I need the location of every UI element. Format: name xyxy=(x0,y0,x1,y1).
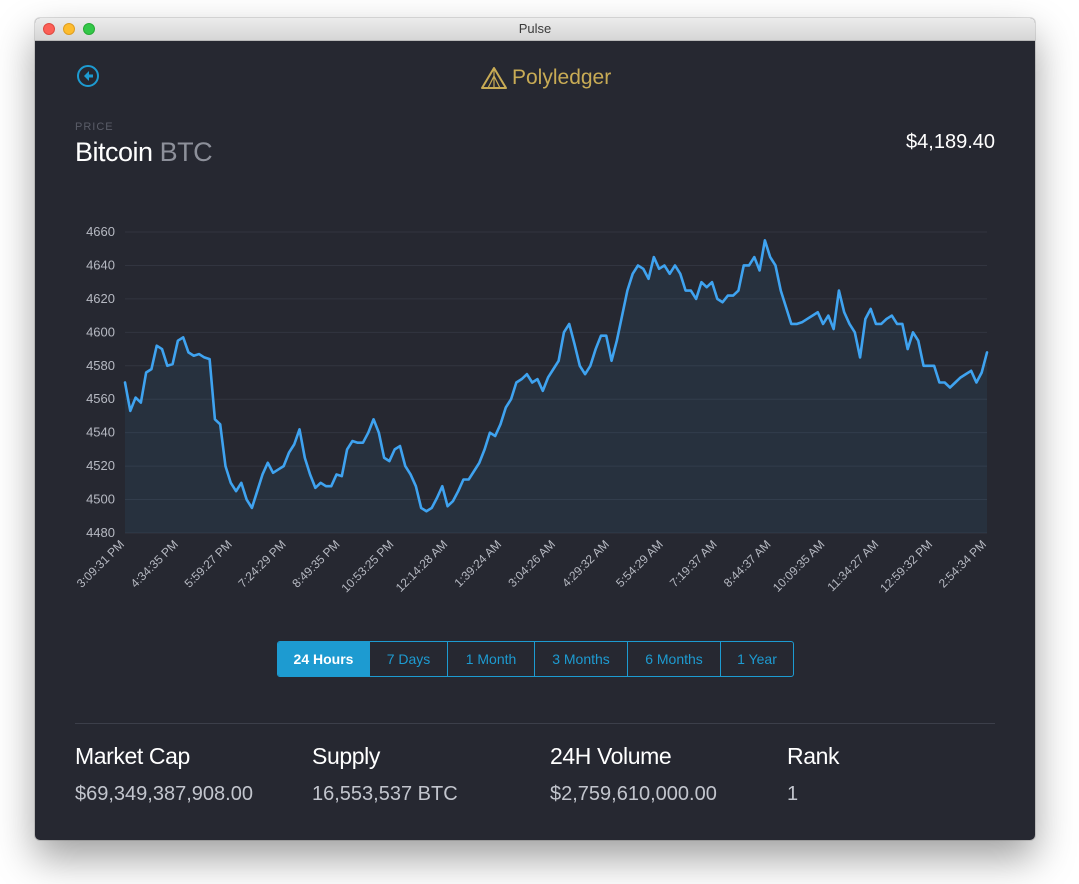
price-area xyxy=(125,240,987,534)
zoom-window-button[interactable] xyxy=(83,23,95,35)
x-tick-label: 7:19:37 AM xyxy=(667,537,720,590)
price-label: PRICE xyxy=(75,121,114,133)
range-button-6-months[interactable]: 6 Months xyxy=(627,642,720,676)
y-tick-label: 4660 xyxy=(86,224,115,239)
y-tick-label: 4640 xyxy=(86,257,115,272)
range-button-7-days[interactable]: 7 Days xyxy=(369,642,447,676)
time-range-selector: 24 Hours 7 Days 1 Month 3 Months 6 Month… xyxy=(277,641,794,677)
stat-24h-volume: 24H Volume $2,759,610,000.00 xyxy=(550,743,717,806)
y-tick-label: 4540 xyxy=(86,425,115,440)
price-line xyxy=(123,239,989,513)
x-tick-label: 10:09:35 AM xyxy=(770,537,828,595)
x-tick-label: 8:44:37 AM xyxy=(721,537,774,590)
range-button-1-year[interactable]: 1 Year xyxy=(720,642,793,676)
coin-name: Bitcoin xyxy=(75,137,153,167)
x-tick-label: 1:39:24 AM xyxy=(451,537,504,590)
y-tick-label: 4480 xyxy=(86,525,115,540)
x-tick-label: 3:04:26 AM xyxy=(505,537,558,590)
y-tick-label: 4520 xyxy=(86,458,115,473)
stat-label: Market Cap xyxy=(75,743,190,769)
stat-label: Supply xyxy=(312,743,380,769)
coin-title: Bitcoin BTC xyxy=(75,137,213,168)
stat-value: $2,759,610,000.00 xyxy=(550,783,717,805)
x-tick-label: 4:34:35 PM xyxy=(128,537,181,590)
x-tick-label: 10:53:25 PM xyxy=(338,537,396,595)
section-divider xyxy=(75,723,995,724)
stat-market-cap: Market Cap $69,349,387,908.00 xyxy=(75,743,253,806)
title-bar: Pulse xyxy=(35,18,1035,41)
x-tick-label: 12:14:28 AM xyxy=(393,537,451,595)
y-tick-label: 4500 xyxy=(86,492,115,507)
x-tick-label: 5:54:29 AM xyxy=(613,537,666,590)
window-title: Pulse xyxy=(518,21,552,36)
stat-value: $69,349,387,908.00 xyxy=(75,783,253,805)
brand-name: Polyledger xyxy=(512,66,612,89)
back-arrow-icon xyxy=(77,65,99,87)
x-tick-label: 12:59:32 PM xyxy=(877,537,935,595)
current-price: $4,189.40 xyxy=(906,131,995,153)
range-button-3-months[interactable]: 3 Months xyxy=(534,642,627,676)
x-tick-label: 5:59:27 PM xyxy=(182,537,235,590)
stat-label: 24H Volume xyxy=(550,743,672,769)
stat-label: Rank xyxy=(787,743,840,769)
brand-logo: Polyledger xyxy=(480,63,611,93)
x-tick-label: 8:49:35 PM xyxy=(289,537,342,590)
polyledger-logo-icon xyxy=(481,67,507,89)
range-button-1-month[interactable]: 1 Month xyxy=(447,642,534,676)
y-tick-label: 4620 xyxy=(86,291,115,306)
x-tick-label: 2:54:34 PM xyxy=(936,537,989,590)
range-button-24-hours[interactable]: 24 Hours xyxy=(278,642,369,676)
y-tick-label: 4600 xyxy=(86,324,115,339)
stat-rank: Rank 1 xyxy=(787,743,839,806)
y-tick-label: 4560 xyxy=(86,391,115,406)
coin-symbol: BTC xyxy=(159,137,213,167)
price-chart: 4660 4640 4620 4600 4580 4560 4540 4520 4500 4480… xyxy=(74,224,989,595)
x-tick-label: 4:29:32 AM xyxy=(559,537,612,590)
y-tick-label: 4580 xyxy=(86,358,115,373)
back-button[interactable] xyxy=(76,64,100,88)
close-window-button[interactable] xyxy=(43,23,55,35)
x-tick-label: 7:24:29 PM xyxy=(235,537,288,590)
stat-value: 16,553,537 BTC xyxy=(312,783,458,805)
x-tick-label: 11:34:27 AM xyxy=(824,537,881,594)
minimize-window-button[interactable] xyxy=(63,23,75,35)
app-window: Pulse Polyledger PRICE Bitcoin BTC $4,18… xyxy=(35,18,1035,840)
stat-value: 1 xyxy=(787,783,799,805)
x-tick-label: 3:09:31 PM xyxy=(74,537,127,590)
stat-supply: Supply 16,553,537 BTC xyxy=(312,743,458,806)
